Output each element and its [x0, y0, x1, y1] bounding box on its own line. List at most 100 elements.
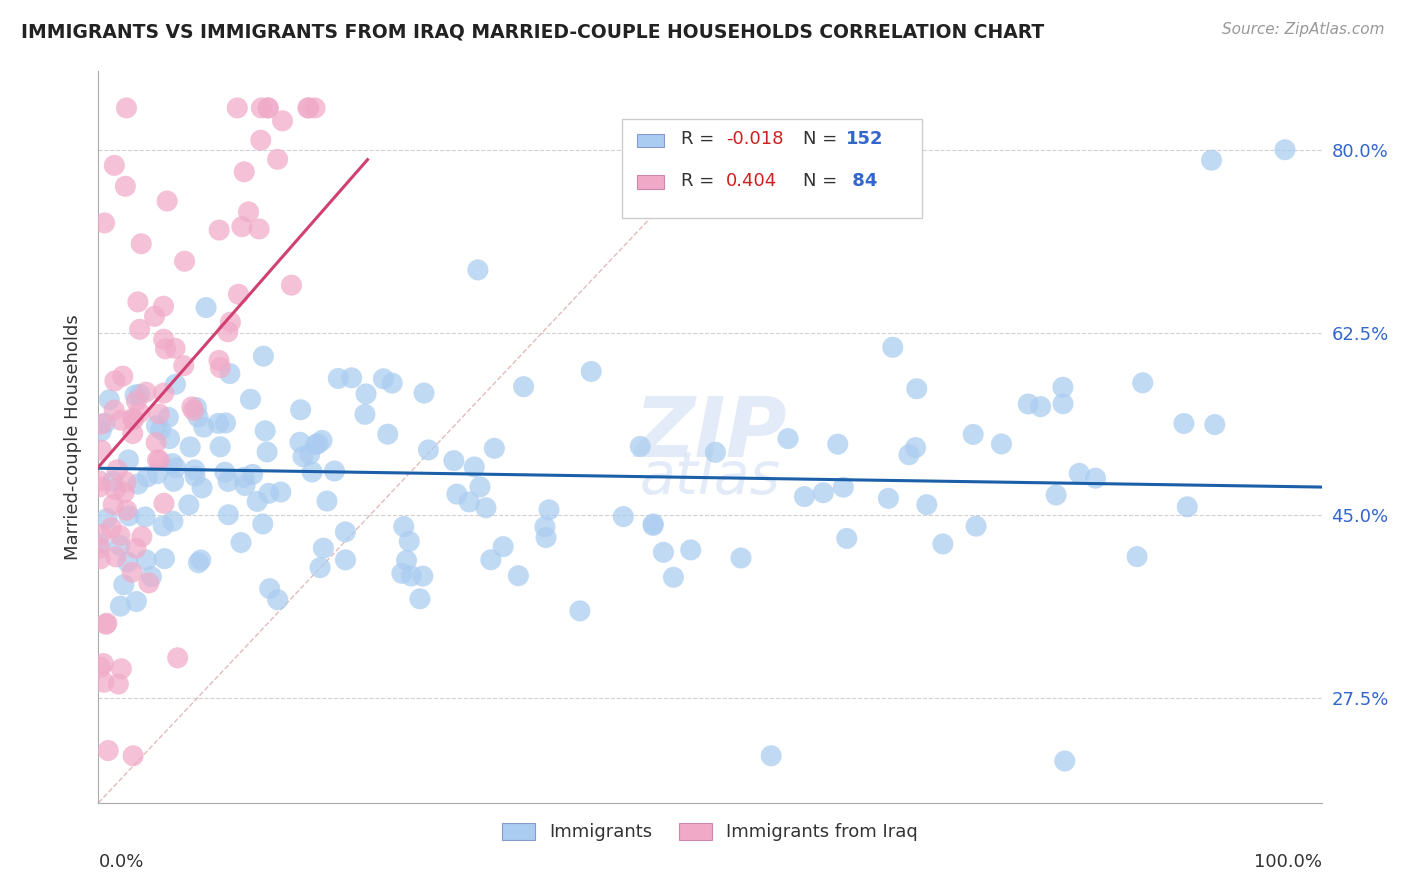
- Point: [186, 401, 208, 415]
- Text: Source: ZipAtlas.com: Source: ZipAtlas.com: [1222, 22, 1385, 37]
- Point: [247, 222, 270, 236]
- Point: [180, 400, 202, 414]
- Point: [128, 322, 150, 336]
- Point: [932, 537, 955, 551]
- Point: [108, 538, 131, 552]
- Point: [90, 424, 112, 438]
- Text: 152: 152: [846, 130, 883, 148]
- Text: R =: R =: [681, 130, 720, 148]
- Point: [304, 437, 326, 451]
- Point: [173, 359, 195, 373]
- Point: [217, 475, 239, 489]
- Point: [117, 453, 139, 467]
- Point: [135, 385, 157, 400]
- Point: [962, 427, 984, 442]
- Point: [103, 158, 125, 172]
- Point: [534, 520, 557, 534]
- Point: [115, 101, 138, 115]
- Point: [537, 503, 560, 517]
- Point: [311, 434, 333, 448]
- Point: [233, 165, 256, 179]
- Point: [135, 553, 157, 567]
- Point: [704, 445, 727, 459]
- Point: [827, 437, 849, 451]
- Point: [149, 423, 172, 437]
- Point: [1045, 488, 1067, 502]
- Point: [377, 427, 399, 442]
- Point: [125, 541, 148, 556]
- Point: [446, 487, 468, 501]
- Point: [412, 569, 434, 583]
- Point: [112, 485, 135, 500]
- Point: [100, 521, 122, 535]
- Point: [153, 551, 176, 566]
- Point: [612, 509, 634, 524]
- Point: [832, 480, 855, 494]
- Point: [298, 447, 321, 461]
- Point: [249, 133, 271, 147]
- Point: [191, 481, 214, 495]
- Point: [328, 371, 350, 385]
- Point: [239, 392, 262, 407]
- Point: [354, 407, 377, 421]
- Point: [643, 518, 665, 533]
- Point: [187, 556, 209, 570]
- Point: [835, 532, 858, 546]
- Point: [127, 477, 149, 491]
- Point: [1173, 417, 1195, 431]
- Point: [418, 442, 440, 457]
- Point: [146, 467, 169, 481]
- FancyBboxPatch shape: [637, 134, 664, 147]
- Point: [121, 566, 143, 580]
- Point: [1204, 417, 1226, 432]
- Point: [165, 460, 187, 475]
- Point: [252, 349, 274, 363]
- Point: [413, 386, 436, 401]
- Point: [104, 549, 127, 564]
- FancyBboxPatch shape: [637, 176, 664, 189]
- Point: [138, 575, 160, 590]
- Point: [492, 540, 515, 554]
- Point: [107, 677, 129, 691]
- Point: [108, 528, 131, 542]
- Point: [112, 577, 135, 591]
- Point: [252, 516, 274, 531]
- Point: [270, 485, 292, 500]
- Point: [208, 223, 231, 237]
- Point: [280, 278, 302, 293]
- Point: [965, 519, 987, 533]
- Point: [443, 453, 465, 467]
- Point: [162, 457, 184, 471]
- Point: [184, 469, 207, 483]
- Point: [159, 432, 181, 446]
- Point: [125, 594, 148, 608]
- Point: [89, 541, 111, 555]
- Point: [990, 437, 1012, 451]
- Point: [1029, 400, 1052, 414]
- Point: [93, 675, 115, 690]
- Point: [250, 101, 273, 115]
- Point: [153, 496, 176, 510]
- Point: [101, 498, 124, 512]
- Point: [148, 407, 170, 421]
- Point: [915, 498, 938, 512]
- Point: [373, 372, 395, 386]
- Y-axis label: Married-couple Households: Married-couple Households: [63, 314, 82, 560]
- Point: [93, 216, 115, 230]
- Point: [1084, 471, 1107, 485]
- Point: [122, 413, 145, 427]
- Point: [131, 530, 153, 544]
- Text: IMMIGRANTS VS IMMIGRANTS FROM IRAQ MARRIED-COUPLE HOUSEHOLDS CORRELATION CHART: IMMIGRANTS VS IMMIGRANTS FROM IRAQ MARRI…: [21, 22, 1045, 41]
- Point: [155, 342, 177, 356]
- Point: [1069, 467, 1091, 481]
- Point: [882, 340, 904, 354]
- Point: [643, 516, 665, 531]
- Point: [468, 480, 491, 494]
- Text: 100.0%: 100.0%: [1254, 853, 1322, 871]
- Point: [1132, 376, 1154, 390]
- Point: [267, 592, 290, 607]
- Text: -0.018: -0.018: [725, 130, 783, 148]
- Point: [219, 315, 242, 329]
- Point: [156, 194, 179, 208]
- Text: atlas: atlas: [640, 449, 780, 506]
